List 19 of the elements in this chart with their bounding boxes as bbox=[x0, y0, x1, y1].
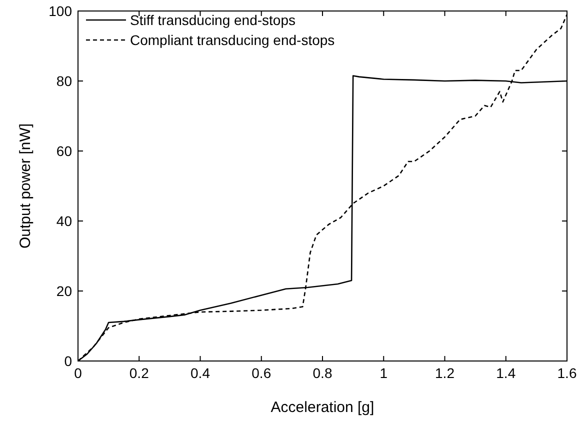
x-tick-label: 0.4 bbox=[190, 365, 210, 381]
x-tick-label: 1 bbox=[380, 365, 388, 381]
y-tick-label: 0 bbox=[64, 353, 72, 369]
x-tick-label: 1.6 bbox=[557, 365, 577, 381]
y-tick-label: 100 bbox=[48, 3, 72, 19]
x-tick-label: 0.2 bbox=[129, 365, 150, 381]
legend-label: Stiff transducing end-stops bbox=[130, 12, 296, 28]
x-tick-label: 1.4 bbox=[496, 365, 516, 381]
x-axis-title: Acceleration [g] bbox=[270, 399, 374, 416]
legend-label: Compliant transducing end-stops bbox=[130, 32, 335, 48]
y-tick-label: 80 bbox=[56, 73, 72, 89]
y-tick-label: 40 bbox=[56, 213, 72, 229]
y-axis-title: Output power [nW] bbox=[17, 123, 34, 249]
x-tick-label: 0.6 bbox=[252, 365, 272, 381]
x-tick-label: 0.8 bbox=[312, 365, 332, 381]
x-tick-label: 1.2 bbox=[435, 365, 455, 381]
x-tick-label: 0 bbox=[74, 365, 82, 381]
y-tick-label: 20 bbox=[56, 283, 72, 299]
y-tick-label: 60 bbox=[56, 143, 72, 159]
